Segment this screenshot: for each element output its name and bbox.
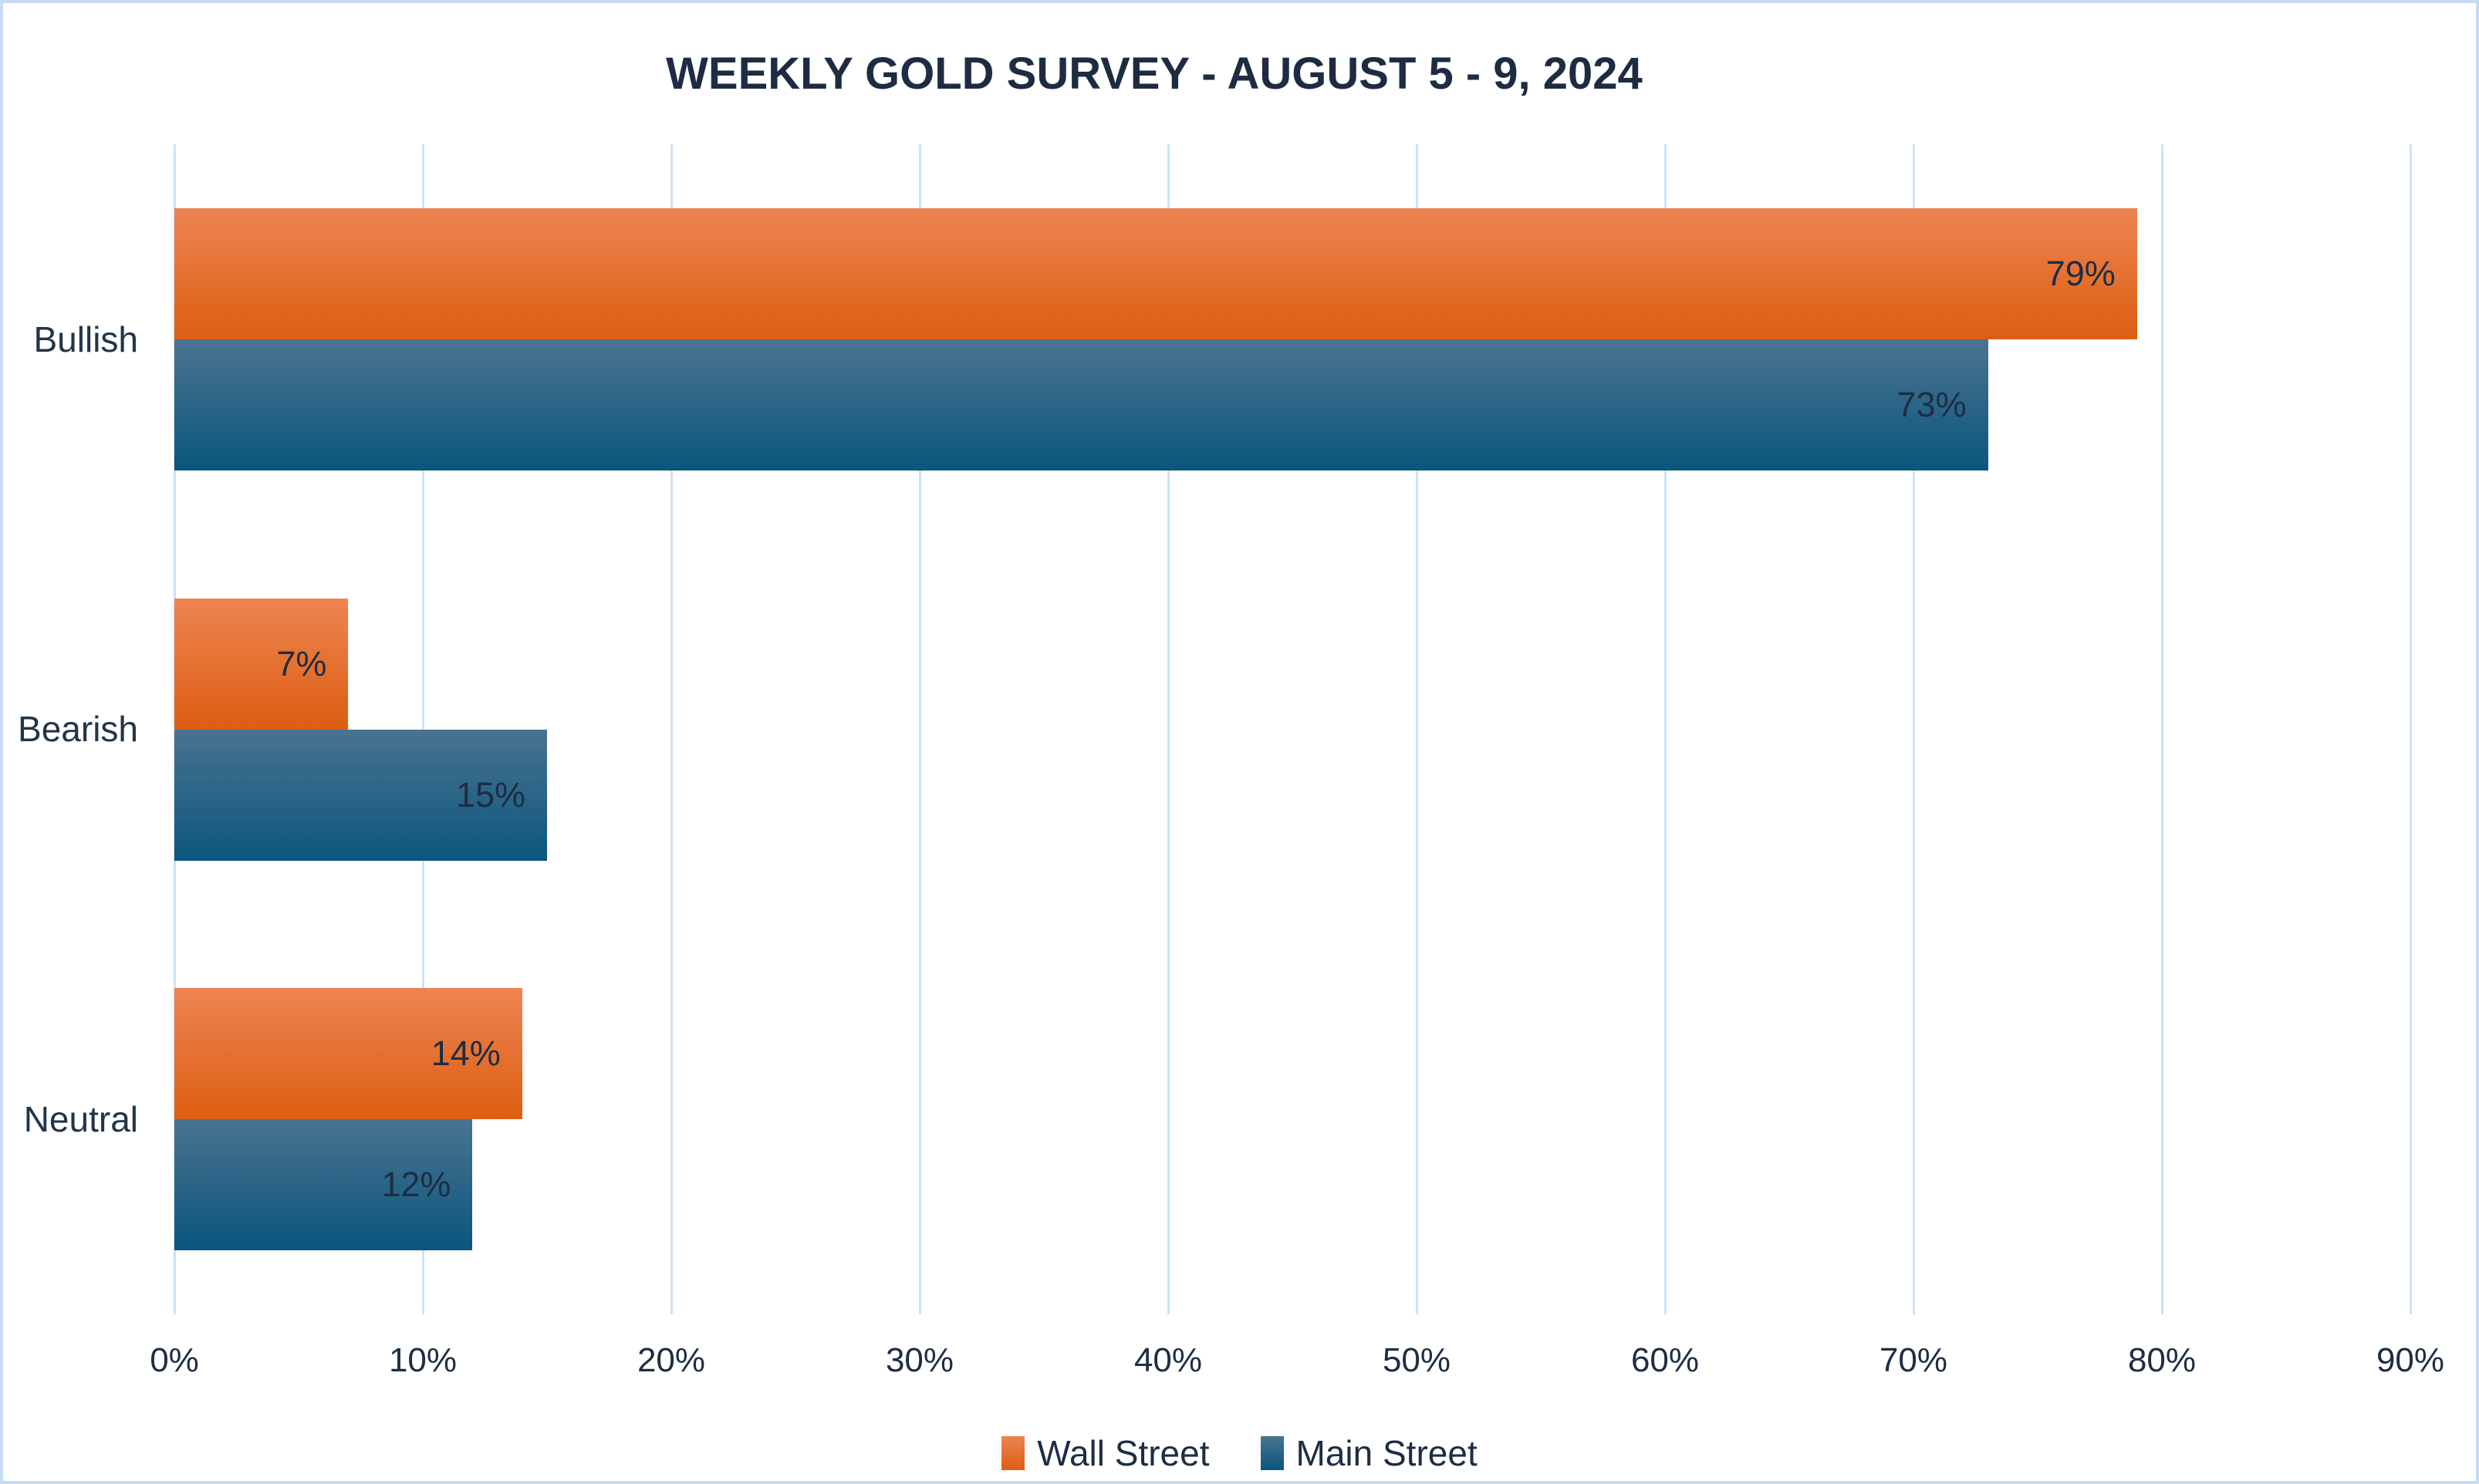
gridline [2160,144,2163,1314]
legend-swatch-main-street [1260,1436,1284,1470]
bar-main-street-bearish: 15% [174,729,547,861]
x-tick-label: 0% [150,1341,199,1379]
bar-wall-street-neutral: 14% [174,988,522,1120]
bar-value-label: 73% [1896,384,1967,424]
x-tick-label: 40% [1133,1341,1203,1379]
gridline [1415,144,1418,1314]
category-label-bearish: Bearish [18,709,138,750]
x-tick-label: 60% [1630,1341,1700,1379]
bar-wall-street-bearish: 7% [174,598,349,730]
bar-wall-street-bullish: 79% [174,207,2137,339]
gridline [670,144,673,1314]
gridline [2409,144,2412,1314]
bar-main-street-neutral: 12% [174,1119,473,1251]
legend: Wall Street Main Street [3,1426,2476,1480]
legend-item-main-street: Main Street [1260,1432,1478,1474]
bar-value-label: 12% [381,1165,451,1205]
category-label-neutral: Neutral [23,1099,138,1140]
plot-area: 79% 73% 7% 15% 14% 12% [173,144,2412,1314]
legend-item-wall-street: Wall Street [1001,1432,1210,1474]
x-tick-label: 90% [2376,1341,2445,1379]
gridline [918,144,921,1314]
bar-value-label: 15% [455,774,525,815]
x-tick-label: 50% [1382,1341,1451,1379]
x-tick-label: 70% [1879,1341,1948,1379]
bar-value-label: 14% [431,1034,501,1074]
legend-label: Main Street [1295,1433,1478,1473]
x-tick-label: 20% [637,1341,706,1379]
bar-value-label: 79% [2045,253,2116,293]
gridline [1167,144,1170,1314]
x-tick-label: 30% [885,1341,954,1379]
gridline [1663,144,1667,1314]
legend-label: Wall Street [1037,1433,1210,1473]
bar-main-street-bullish: 73% [174,339,1988,470]
category-label-bullish: Bullish [33,319,138,359]
gridline [1912,144,1915,1314]
bar-value-label: 7% [276,643,327,683]
x-tick-label: 10% [388,1341,458,1379]
legend-swatch-wall-street [1001,1436,1025,1470]
x-tick-label: 80% [2127,1341,2197,1379]
chart-title: WEEKLY GOLD SURVEY - AUGUST 5 - 9, 2024 [666,49,1643,99]
